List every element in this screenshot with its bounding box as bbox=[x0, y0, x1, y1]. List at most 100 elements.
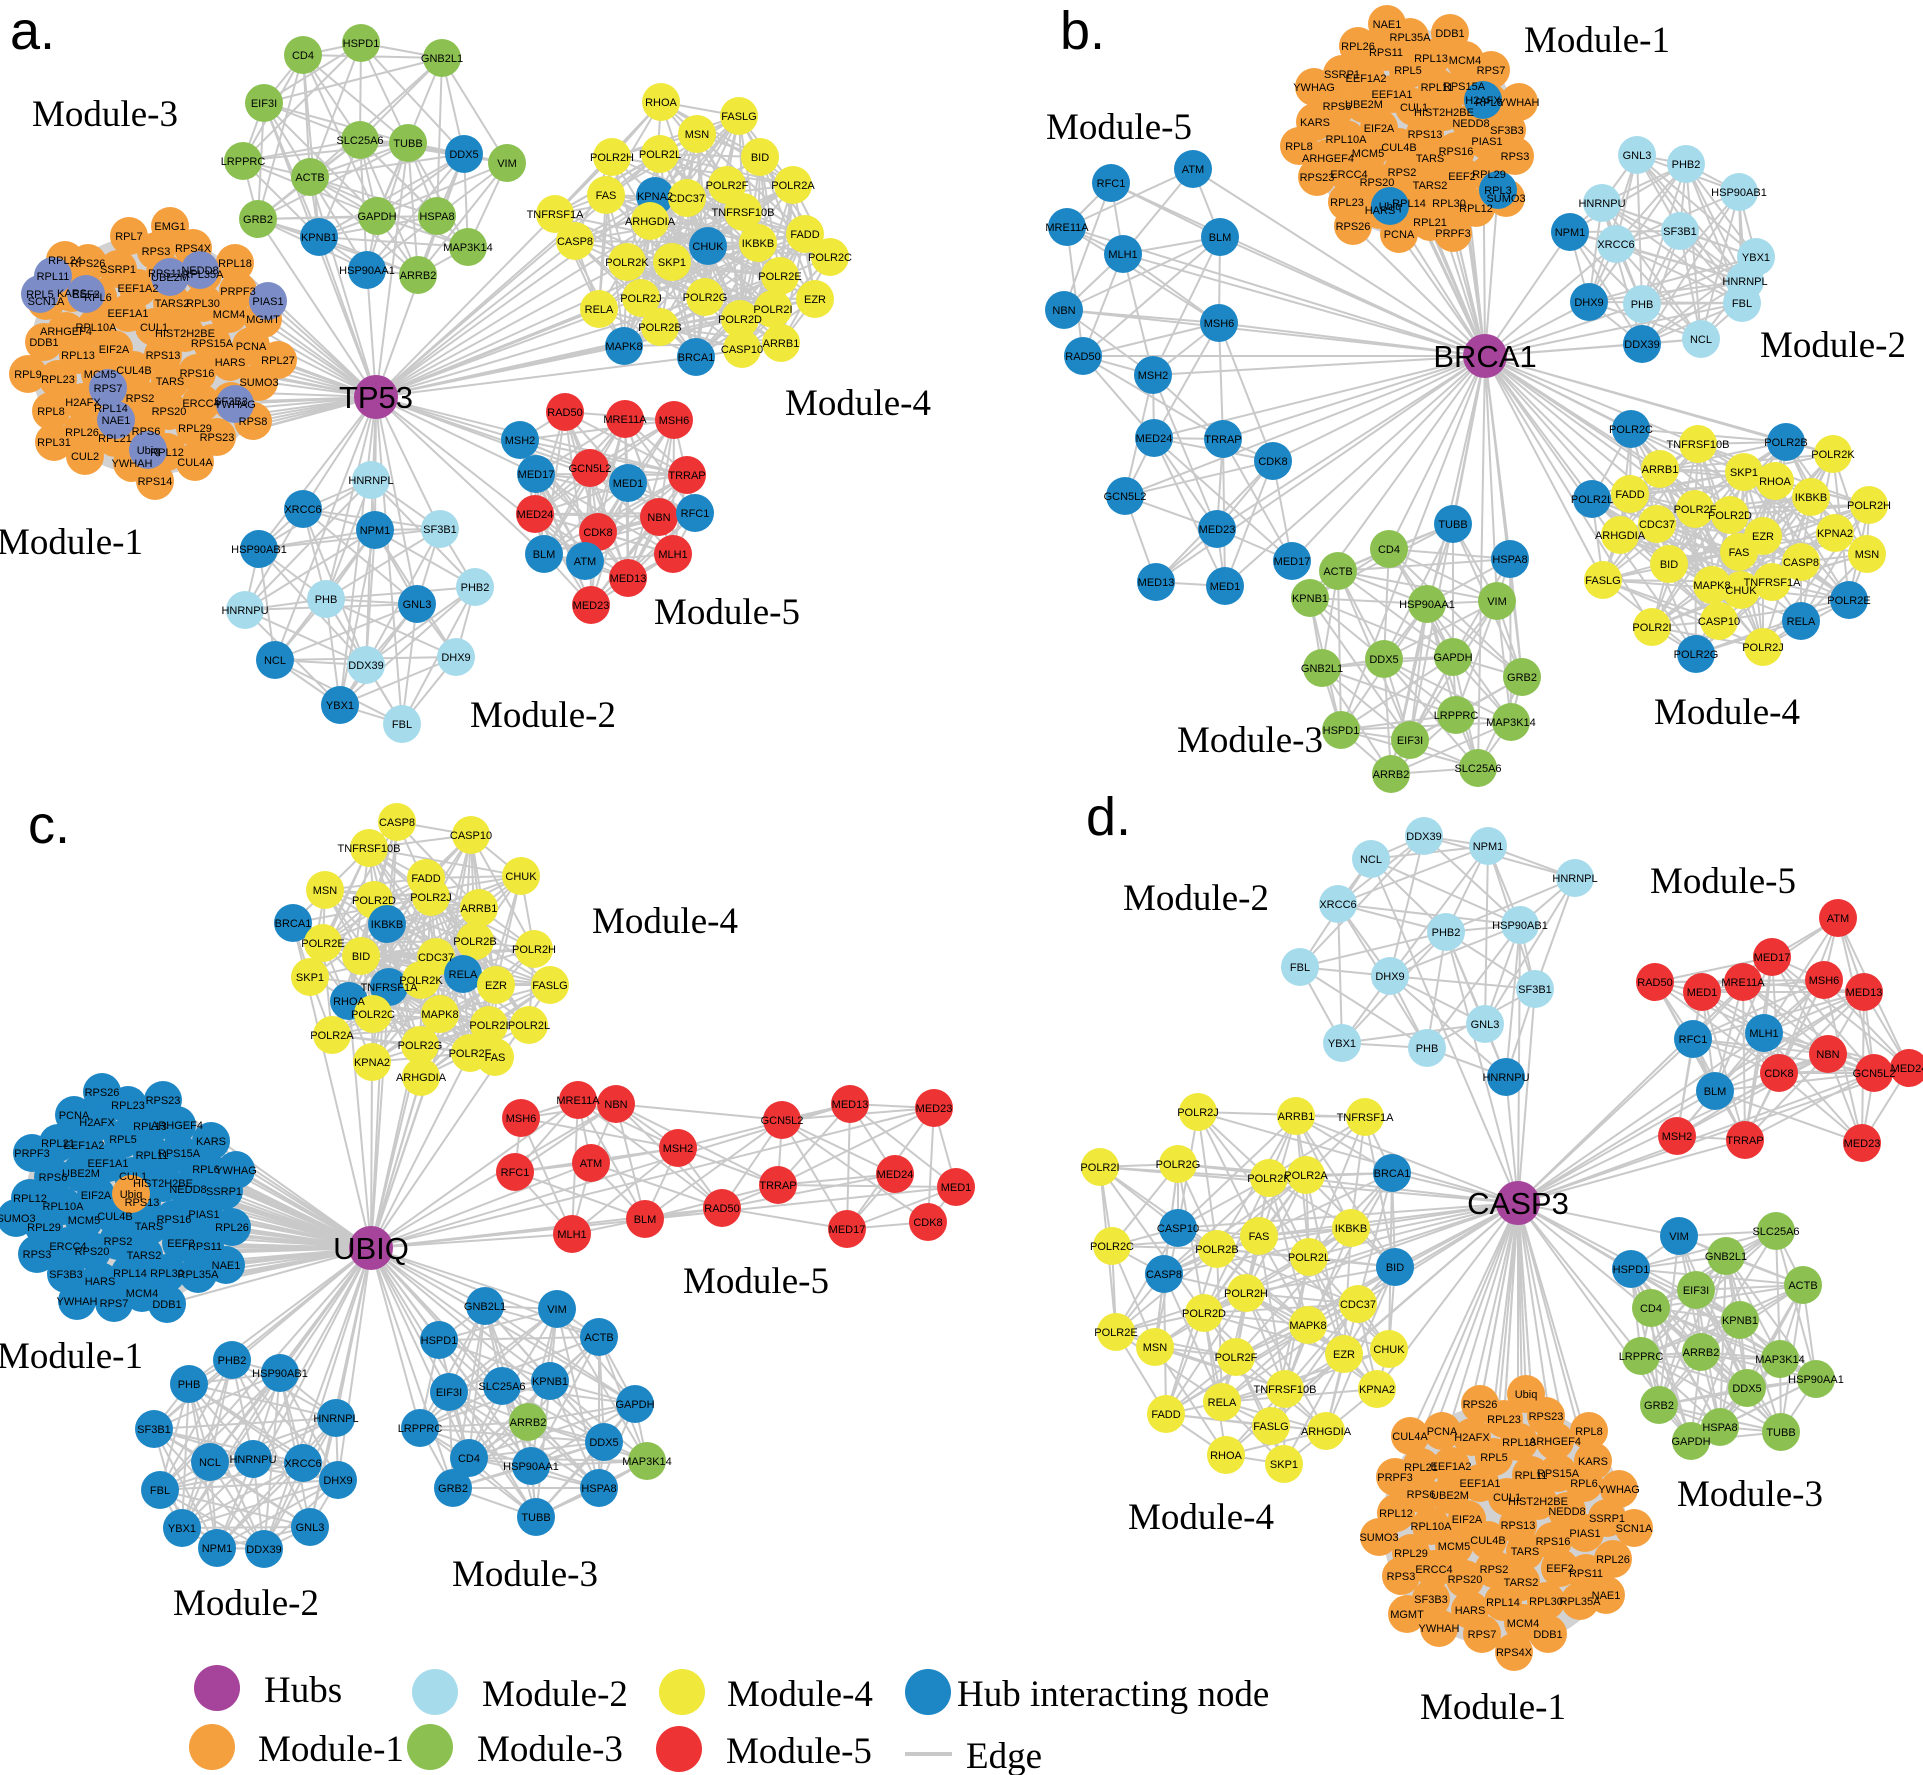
svg-text:DHX9: DHX9 bbox=[323, 1475, 352, 1487]
svg-text:BLM: BLM bbox=[533, 549, 556, 561]
svg-text:MSH2: MSH2 bbox=[1138, 370, 1169, 382]
svg-text:EEF2: EEF2 bbox=[1448, 171, 1476, 183]
svg-text:NAE1: NAE1 bbox=[212, 1260, 241, 1272]
svg-text:RPL5: RPL5 bbox=[26, 289, 54, 301]
svg-text:FAS: FAS bbox=[485, 1052, 506, 1064]
svg-text:RPL11: RPL11 bbox=[1421, 82, 1454, 94]
svg-text:CDK8: CDK8 bbox=[913, 1217, 942, 1229]
svg-text:ACTB: ACTB bbox=[1323, 566, 1352, 578]
svg-text:HSP90AA1: HSP90AA1 bbox=[1399, 599, 1455, 611]
svg-text:MLH1: MLH1 bbox=[658, 549, 687, 561]
svg-text:MAP3K14: MAP3K14 bbox=[1755, 1354, 1805, 1366]
svg-text:Module-2: Module-2 bbox=[1123, 878, 1269, 919]
svg-text:Module-5: Module-5 bbox=[1650, 861, 1796, 902]
svg-text:HNRNPU: HNRNPU bbox=[229, 1454, 276, 1466]
svg-text:RHOA: RHOA bbox=[333, 996, 365, 1008]
svg-text:MSN: MSN bbox=[685, 129, 710, 141]
svg-text:KPNB1: KPNB1 bbox=[1722, 1315, 1758, 1327]
svg-text:POLR2F: POLR2F bbox=[1215, 1352, 1258, 1364]
svg-text:TP53: TP53 bbox=[339, 380, 413, 415]
svg-text:GCN5L2: GCN5L2 bbox=[569, 463, 612, 475]
svg-text:HSP90AA1: HSP90AA1 bbox=[339, 265, 395, 277]
svg-text:CDK8: CDK8 bbox=[583, 527, 612, 539]
svg-text:HSPD1: HSPD1 bbox=[343, 38, 380, 50]
svg-text:ARHGEF4: ARHGEF4 bbox=[1529, 1436, 1581, 1448]
svg-text:YWHAG: YWHAG bbox=[214, 399, 256, 411]
svg-text:POLR2K: POLR2K bbox=[1811, 449, 1855, 461]
svg-text:BID: BID bbox=[751, 152, 769, 164]
svg-text:KARS: KARS bbox=[1300, 117, 1330, 129]
svg-text:SUMO3: SUMO3 bbox=[239, 377, 278, 389]
svg-text:CDC37: CDC37 bbox=[669, 193, 705, 205]
svg-text:EIF3I: EIF3I bbox=[1397, 735, 1423, 747]
svg-text:ARHGDIA: ARHGDIA bbox=[396, 1072, 447, 1084]
svg-text:Module-1: Module-1 bbox=[1420, 1687, 1566, 1728]
svg-text:TRRAP: TRRAP bbox=[1204, 434, 1241, 446]
svg-text:FBL: FBL bbox=[1290, 962, 1310, 974]
svg-text:RPS26: RPS26 bbox=[1336, 221, 1371, 233]
svg-text:GAPDH: GAPDH bbox=[615, 1399, 654, 1411]
svg-text:MED13: MED13 bbox=[832, 1099, 869, 1111]
svg-text:SF3B3: SF3B3 bbox=[214, 396, 248, 408]
svg-text:PHB: PHB bbox=[1416, 1043, 1439, 1055]
svg-text:NAE1: NAE1 bbox=[102, 415, 131, 427]
svg-text:TARS2: TARS2 bbox=[1413, 180, 1448, 192]
svg-text:RPL14: RPL14 bbox=[1392, 198, 1426, 210]
svg-text:Module-2: Module-2 bbox=[1760, 325, 1906, 366]
svg-text:RPL8: RPL8 bbox=[1575, 1426, 1603, 1438]
svg-text:ARRB1: ARRB1 bbox=[461, 903, 498, 915]
svg-text:NPM1: NPM1 bbox=[1473, 841, 1504, 853]
svg-text:RPS8: RPS8 bbox=[239, 416, 268, 428]
svg-text:H2AFX: H2AFX bbox=[79, 1117, 115, 1129]
svg-text:CHUK: CHUK bbox=[505, 871, 537, 883]
svg-text:POLR2A: POLR2A bbox=[310, 1030, 354, 1042]
svg-text:MRE11A: MRE11A bbox=[603, 414, 647, 426]
svg-text:RPL6: RPL6 bbox=[84, 292, 112, 304]
svg-text:XRCC6: XRCC6 bbox=[284, 1458, 321, 1470]
svg-text:RPL26: RPL26 bbox=[1341, 41, 1375, 53]
svg-text:PCNA: PCNA bbox=[236, 341, 267, 353]
svg-text:POLR2D: POLR2D bbox=[352, 895, 396, 907]
svg-text:NCL: NCL bbox=[1690, 334, 1712, 346]
svg-text:PIAS1: PIAS1 bbox=[188, 1209, 219, 1221]
svg-text:YBX1: YBX1 bbox=[326, 700, 354, 712]
svg-text:FADD: FADD bbox=[411, 873, 440, 885]
svg-text:MGMT: MGMT bbox=[1390, 1609, 1424, 1621]
svg-text:CASP10: CASP10 bbox=[1698, 616, 1740, 628]
svg-text:CD4: CD4 bbox=[1640, 1303, 1662, 1315]
svg-text:GNL3: GNL3 bbox=[1471, 1019, 1500, 1031]
svg-text:DDX39: DDX39 bbox=[348, 660, 383, 672]
svg-text:KPNB1: KPNB1 bbox=[301, 232, 337, 244]
svg-text:POLR2L: POLR2L bbox=[1571, 494, 1613, 506]
svg-text:RPS7: RPS7 bbox=[1468, 1629, 1497, 1641]
svg-text:EEF1A1: EEF1A1 bbox=[1460, 1478, 1501, 1490]
svg-text:YWHAG: YWHAG bbox=[215, 1165, 257, 1177]
svg-text:KARS: KARS bbox=[196, 1136, 226, 1148]
svg-text:IKBKB: IKBKB bbox=[371, 919, 403, 931]
svg-text:RPL12: RPL12 bbox=[13, 1193, 47, 1205]
svg-text:TNFRSF10B: TNFRSF10B bbox=[1667, 439, 1730, 451]
svg-text:HIST2H2BE: HIST2H2BE bbox=[1508, 1496, 1568, 1508]
svg-text:EZR: EZR bbox=[1333, 1349, 1355, 1361]
svg-text:POLR2E: POLR2E bbox=[1094, 1327, 1137, 1339]
svg-text:NCL: NCL bbox=[1360, 854, 1382, 866]
svg-text:YWHAH: YWHAH bbox=[112, 458, 153, 470]
svg-text:DDX39: DDX39 bbox=[1624, 339, 1659, 351]
svg-text:POLR2J: POLR2J bbox=[1742, 642, 1784, 654]
svg-text:BID: BID bbox=[1386, 1262, 1404, 1274]
svg-text:KPNA2: KPNA2 bbox=[637, 191, 673, 203]
svg-text:ATM: ATM bbox=[580, 1158, 602, 1170]
svg-text:EIF2A: EIF2A bbox=[1452, 1514, 1483, 1526]
svg-text:RHOA: RHOA bbox=[1210, 1450, 1242, 1462]
svg-text:EEF2: EEF2 bbox=[167, 1238, 195, 1250]
svg-text:SF3B3: SF3B3 bbox=[49, 1269, 83, 1281]
svg-text:IKBKB: IKBKB bbox=[1335, 1223, 1367, 1235]
svg-text:UBIQ: UBIQ bbox=[333, 1231, 409, 1266]
svg-text:POLR2A: POLR2A bbox=[1284, 1170, 1328, 1182]
svg-text:RPL21: RPL21 bbox=[1404, 1462, 1438, 1474]
svg-text:ERCC4: ERCC4 bbox=[182, 398, 219, 410]
svg-text:DDX39: DDX39 bbox=[246, 1544, 281, 1556]
svg-text:HSPA8: HSPA8 bbox=[1702, 1422, 1737, 1434]
svg-text:MSH6: MSH6 bbox=[659, 415, 690, 427]
svg-text:CUL4B: CUL4B bbox=[116, 365, 151, 377]
